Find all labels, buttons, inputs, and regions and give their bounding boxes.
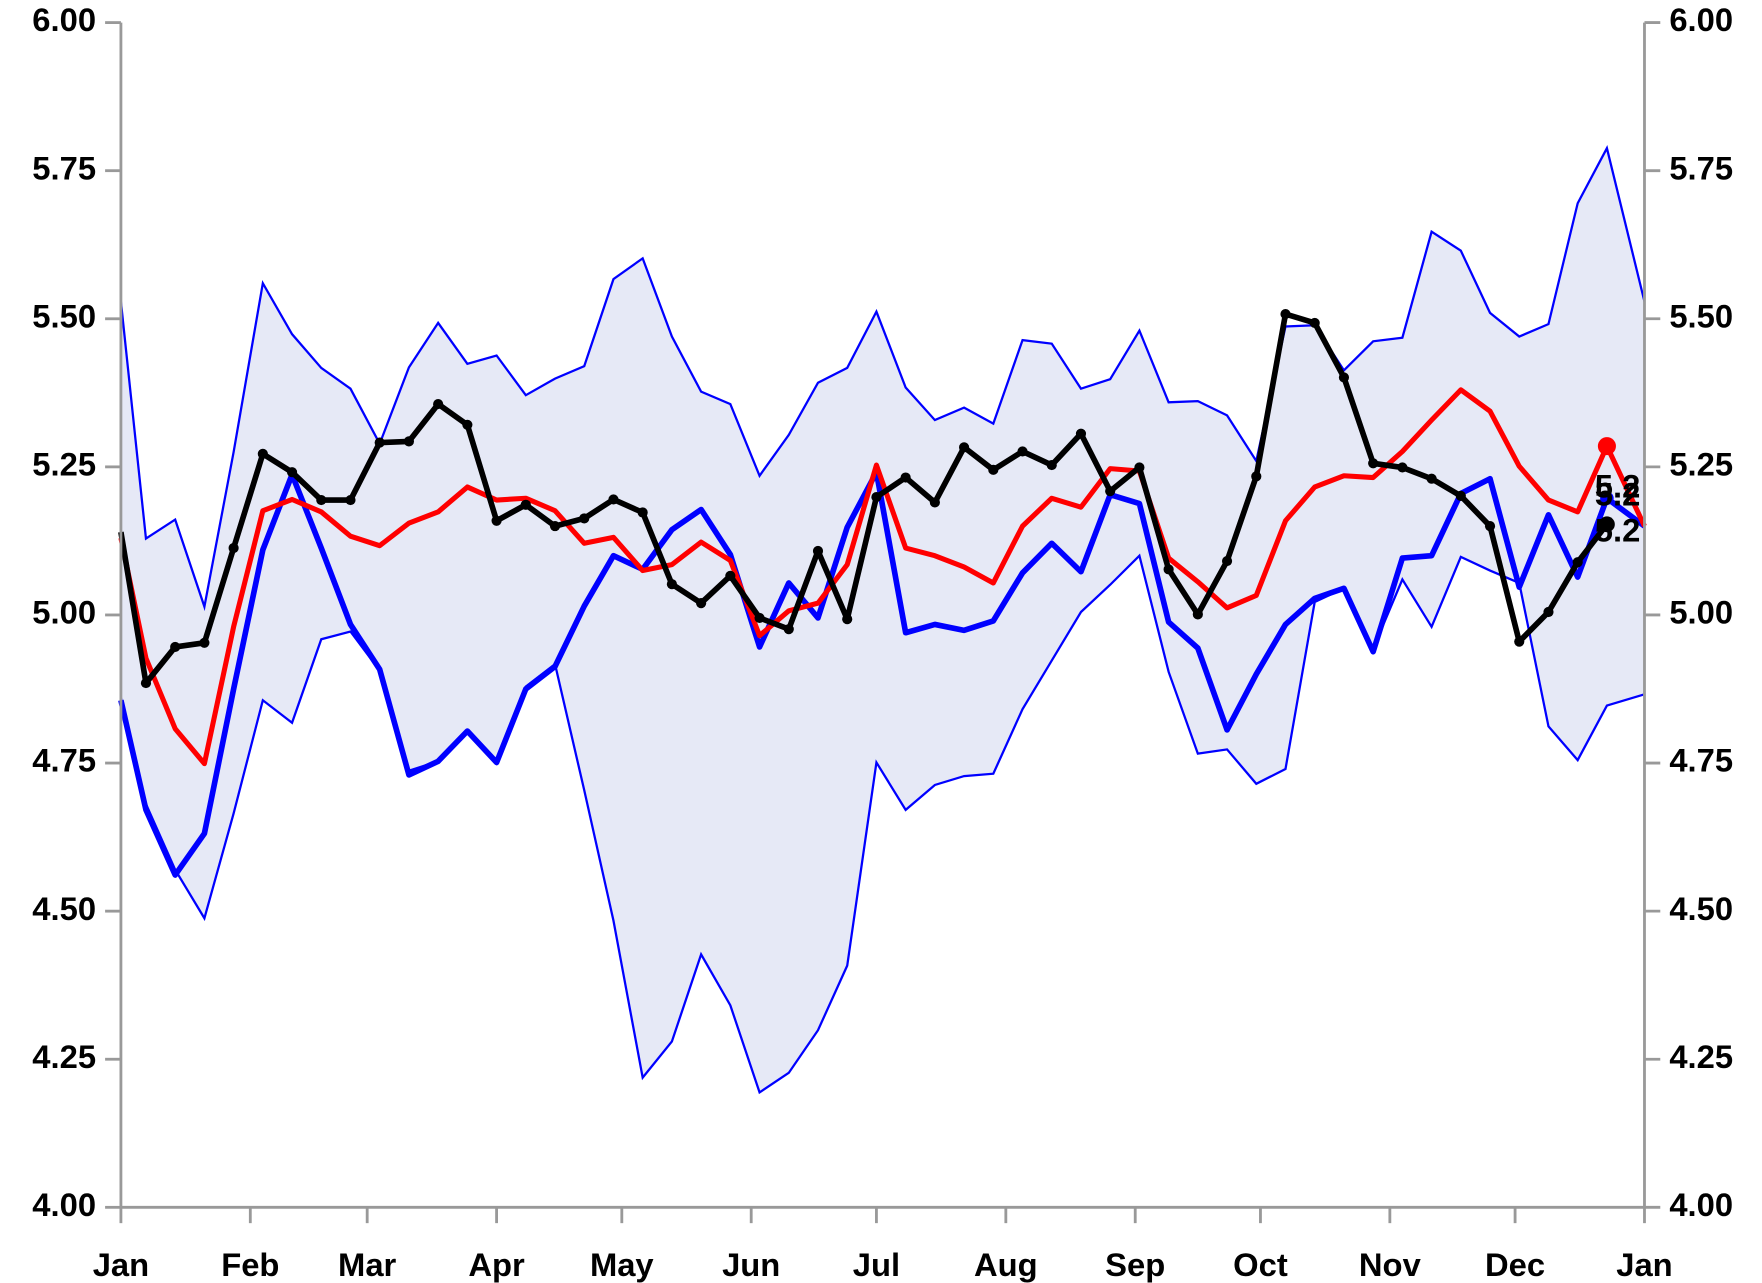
point-marker bbox=[1134, 462, 1145, 473]
point-marker bbox=[1397, 462, 1408, 473]
point-marker bbox=[170, 641, 181, 653]
point-marker bbox=[1426, 473, 1437, 484]
point-marker bbox=[286, 467, 298, 478]
point-marker bbox=[1251, 471, 1262, 482]
point-marker bbox=[491, 515, 502, 526]
point-marker bbox=[1105, 486, 1116, 497]
point-marker bbox=[1368, 458, 1379, 469]
point-marker bbox=[783, 624, 794, 635]
x-tick-label: Mar bbox=[338, 1246, 396, 1283]
point-marker bbox=[1280, 308, 1291, 320]
series-line bbox=[118, 311, 1610, 686]
end-marker bbox=[1600, 491, 1614, 506]
point-marker bbox=[608, 494, 619, 505]
point-marker bbox=[1514, 636, 1525, 647]
x-tick-label: May bbox=[590, 1246, 654, 1283]
y2-tick-label: 5.50 bbox=[1669, 297, 1733, 334]
point-marker bbox=[403, 436, 415, 447]
point-marker bbox=[257, 448, 268, 459]
point-marker bbox=[959, 442, 970, 453]
point-marker bbox=[842, 614, 853, 625]
point-marker bbox=[988, 464, 999, 475]
y-tick-label: 4.25 bbox=[32, 1038, 96, 1075]
y-tick-label: 4.75 bbox=[32, 742, 96, 779]
point-marker bbox=[462, 419, 473, 430]
y2-tick-label: 5.25 bbox=[1669, 446, 1733, 483]
point-marker bbox=[1192, 609, 1203, 620]
point-marker bbox=[345, 494, 356, 506]
y-tick-label: 5.50 bbox=[32, 297, 96, 334]
y2-tick-label: 4.25 bbox=[1669, 1038, 1733, 1075]
point-marker bbox=[1046, 460, 1057, 471]
band-upper bbox=[119, 145, 1646, 612]
point-marker bbox=[1543, 606, 1554, 618]
point-marker bbox=[579, 513, 590, 524]
point-marker bbox=[199, 637, 210, 648]
x-tick-label: Jan bbox=[1616, 1246, 1672, 1283]
end-annotation: 5.2 bbox=[1595, 476, 1641, 513]
end-marker bbox=[1597, 437, 1616, 456]
point-marker bbox=[696, 598, 707, 609]
y2-tick-label: 4.75 bbox=[1669, 742, 1733, 779]
point-marker bbox=[637, 507, 648, 518]
point-marker bbox=[812, 545, 824, 557]
point-marker bbox=[1017, 446, 1028, 457]
y2-tick-label: 5.75 bbox=[1669, 149, 1733, 186]
y2-tick-label: 6.00 bbox=[1669, 1, 1733, 38]
x-tick-label: Aug bbox=[974, 1246, 1038, 1283]
point-marker bbox=[374, 437, 385, 448]
point-marker bbox=[1309, 317, 1320, 329]
x-tick-label: Feb bbox=[221, 1246, 279, 1283]
end-annotation: 5.2 bbox=[1595, 468, 1641, 505]
point-marker bbox=[929, 497, 940, 508]
band-fill bbox=[120, 148, 1645, 1093]
point-marker bbox=[1221, 555, 1233, 567]
x-tick-label: Apr bbox=[468, 1246, 525, 1283]
x-tick-label: Jan bbox=[93, 1246, 149, 1283]
point-marker bbox=[1075, 428, 1087, 439]
y-tick-label: 6.00 bbox=[32, 1, 96, 38]
point-marker bbox=[871, 491, 882, 503]
y2-tick-label: 4.00 bbox=[1669, 1186, 1733, 1223]
point-marker bbox=[1599, 516, 1615, 533]
y2-tick-label: 5.00 bbox=[1669, 594, 1733, 631]
series-line bbox=[118, 387, 1647, 767]
x-tick-label: Dec bbox=[1485, 1246, 1545, 1283]
point-marker bbox=[725, 570, 736, 581]
x-tick-label: Jun bbox=[722, 1246, 780, 1283]
y-tick-label: 5.00 bbox=[32, 594, 96, 631]
y-tick-label: 5.75 bbox=[32, 149, 96, 186]
end-annotation: 5.2 bbox=[1595, 512, 1641, 549]
y-tick-label: 4.50 bbox=[32, 890, 96, 927]
point-marker bbox=[1572, 557, 1583, 568]
x-tick-label: Sep bbox=[1105, 1246, 1165, 1283]
x-tick-label: Jul bbox=[853, 1246, 900, 1283]
y2-tick-label: 4.50 bbox=[1669, 890, 1733, 927]
point-marker bbox=[549, 521, 561, 532]
x-tick-label: Nov bbox=[1359, 1246, 1422, 1283]
point-marker bbox=[433, 398, 444, 410]
y-tick-label: 4.00 bbox=[32, 1186, 96, 1223]
point-marker bbox=[1338, 372, 1350, 383]
point-marker bbox=[1484, 521, 1496, 532]
point-marker bbox=[754, 612, 765, 624]
x-tick-label: Oct bbox=[1233, 1246, 1288, 1283]
point-marker bbox=[666, 579, 677, 590]
point-marker bbox=[520, 499, 531, 510]
point-marker bbox=[228, 542, 239, 554]
y-tick-label: 5.25 bbox=[32, 446, 96, 483]
point-marker bbox=[140, 677, 152, 689]
point-marker bbox=[1163, 564, 1174, 575]
point-marker bbox=[316, 494, 327, 506]
point-marker bbox=[1455, 490, 1466, 501]
point-marker bbox=[900, 472, 911, 483]
